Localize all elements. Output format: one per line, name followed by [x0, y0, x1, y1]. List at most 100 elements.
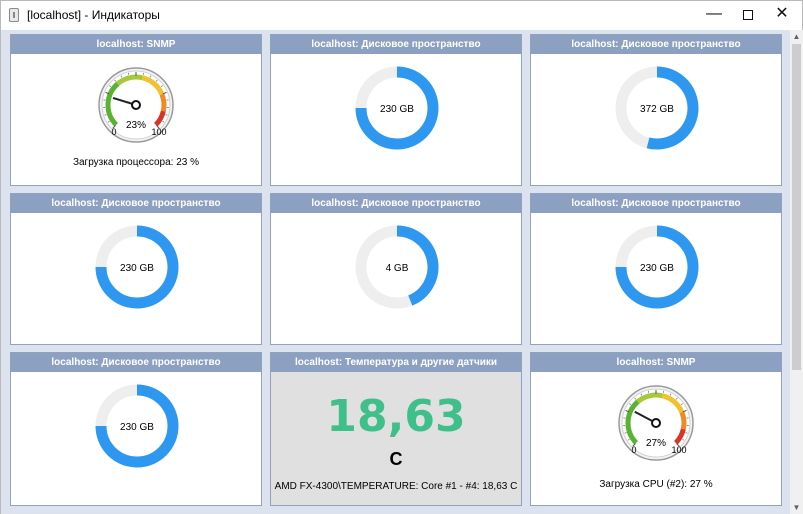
panel-header: localhost: Дисковое пространство — [531, 194, 781, 213]
gauge-color-band — [116, 74, 144, 86]
vertical-scrollbar[interactable]: ▲ ▼ — [790, 30, 803, 514]
cpu2-load-gauge: 27% 0 100 — [618, 385, 694, 461]
disk-usage-donut: 372 GB — [615, 66, 699, 150]
gauge-tick — [160, 85, 163, 88]
gauge-tick — [105, 91, 110, 95]
panel-header: localhost: Дисковое пространство — [531, 35, 781, 54]
gauge-color-band — [105, 81, 120, 127]
maximize-button[interactable] — [731, 1, 765, 29]
panel-header: localhost: Температура и другие датчики — [271, 353, 521, 372]
gauge-caption: Загрузка процессора: 23 % — [72, 157, 200, 168]
gauge-tick — [112, 125, 116, 129]
gauge-hub — [651, 418, 661, 428]
donut-used-arc — [355, 66, 439, 150]
gauge-color-band — [159, 93, 167, 112]
gauge-tick — [676, 443, 680, 447]
gauge-color-band — [673, 428, 686, 445]
disk-usage-donut: 230 GB — [615, 225, 699, 309]
sensor-caption: AMD FX-4300\TEMPERATURE: Core #1 - #4: 1… — [274, 481, 518, 492]
gauge-tick — [629, 403, 632, 406]
donut-used-arc — [396, 225, 439, 306]
panel-header: localhost: Дисковое пространство — [11, 194, 261, 213]
gauge-tick — [682, 438, 685, 441]
indicator-panel-cpu2-gauge[interactable]: localhost: SNMP 27% 0 100 Загрузка CPU (#2… — [530, 352, 782, 506]
gauge-tick — [624, 432, 627, 434]
close-button[interactable]: ✕ — [765, 1, 799, 29]
gauge-color-band — [679, 411, 687, 430]
indicator-panel-disk-2[interactable]: localhost: Дисковое пространство 372 GB — [530, 34, 782, 186]
gauge-color-band — [661, 393, 685, 414]
gauge-tick — [109, 85, 112, 88]
gauge-min-label: 0 — [631, 445, 636, 455]
gauge-color-band — [153, 110, 166, 127]
donut-label: 230 GB — [120, 263, 154, 274]
scrollbar-thumb[interactable] — [792, 44, 801, 370]
indicator-panel-cpu-gauge[interactable]: localhost: SNMP 23% 0 100 Загрузка процесс… — [10, 34, 262, 186]
gauge-min-label: 0 — [111, 127, 116, 137]
donut-label: 230 GB — [120, 422, 154, 433]
gauge-tick — [104, 114, 107, 116]
indicator-panel-disk-6[interactable]: localhost: Дисковое пространство 230 GB — [10, 352, 262, 506]
gauge-color-band — [141, 75, 165, 96]
gauge-max-label: 100 — [671, 445, 686, 455]
close-icon: ✕ — [775, 5, 789, 22]
scroll-down-arrow-icon[interactable]: ▼ — [792, 503, 801, 512]
gauge-hub — [131, 100, 141, 110]
gauge-tick — [685, 432, 688, 434]
panel-header: localhost: Дисковое пространство — [271, 194, 521, 213]
window-title: [localhost] - Индикаторы — [27, 8, 160, 22]
cpu-load-gauge: 23% 0 100 — [98, 67, 174, 143]
gauge-tick — [162, 120, 165, 123]
gauge-tick — [165, 114, 168, 116]
disk-usage-donut: 4 GB — [355, 225, 439, 309]
disk-usage-donut: 230 GB — [95, 384, 179, 468]
gauge-tick — [625, 409, 630, 413]
indicator-panel-disk-4[interactable]: localhost: Дисковое пространство 4 GB — [270, 193, 522, 345]
gauge-tick — [632, 443, 636, 447]
gauge-tick — [669, 393, 672, 396]
gauge-tick — [675, 397, 678, 400]
maximize-icon — [743, 10, 753, 20]
gauge-tick — [155, 79, 158, 82]
donut-label: 372 GB — [640, 104, 674, 115]
donut-label: 230 GB — [640, 263, 674, 274]
panel-header: localhost: Дисковое пространство — [11, 353, 261, 372]
indicator-panel-temperature[interactable]: localhost: Температура и другие датчики … — [270, 352, 522, 506]
donut-label: 4 GB — [386, 263, 409, 274]
gauge-tick — [682, 409, 687, 413]
donut-used-arc — [615, 225, 699, 309]
panel-header: localhost: Дисковое пространство — [271, 35, 521, 54]
gauge-tick — [156, 125, 160, 129]
gauge-tick — [107, 120, 110, 123]
gauge-color-band — [636, 392, 664, 404]
gauge-tick — [627, 438, 630, 441]
donut-used-arc — [95, 225, 179, 309]
donut-used-arc — [646, 66, 699, 150]
minimize-button[interactable]: — — [697, 1, 731, 29]
indicators-grid: localhost: SNMP 23% 0 100 Загрузка процесс… — [1, 30, 790, 514]
scroll-up-arrow-icon[interactable]: ▲ — [792, 32, 801, 41]
gauge-caption: Загрузка CPU (#2): 27 % — [599, 479, 713, 490]
panel-header: localhost: SNMP — [531, 353, 781, 372]
gauge-value-label: 23% — [126, 120, 146, 131]
donut-label: 230 GB — [380, 104, 414, 115]
minimize-icon: — — [706, 5, 722, 22]
disk-usage-donut: 230 GB — [355, 66, 439, 150]
gauge-tick — [120, 75, 123, 78]
gauge-tick — [114, 79, 117, 82]
app-icon — [9, 8, 19, 22]
indicator-panel-disk-5[interactable]: localhost: Дисковое пространство 230 GB — [530, 193, 782, 345]
temperature-unit: C — [389, 449, 403, 469]
title-bar[interactable]: [localhost] - Индикаторы — ✕ — [1, 1, 802, 30]
gauge-tick — [634, 397, 637, 400]
panel-header: localhost: SNMP — [11, 35, 261, 54]
gauge-tick — [680, 403, 683, 406]
gauge-tick — [149, 75, 152, 78]
indicator-panel-disk-1[interactable]: localhost: Дисковое пространство 230 GB — [270, 34, 522, 186]
gauge-value-label: 27% — [646, 438, 666, 449]
gauge-max-label: 100 — [151, 127, 166, 137]
indicator-panel-disk-3[interactable]: localhost: Дисковое пространство 230 GB — [10, 193, 262, 345]
gauge-tick — [162, 91, 167, 95]
disk-usage-donut: 230 GB — [95, 225, 179, 309]
